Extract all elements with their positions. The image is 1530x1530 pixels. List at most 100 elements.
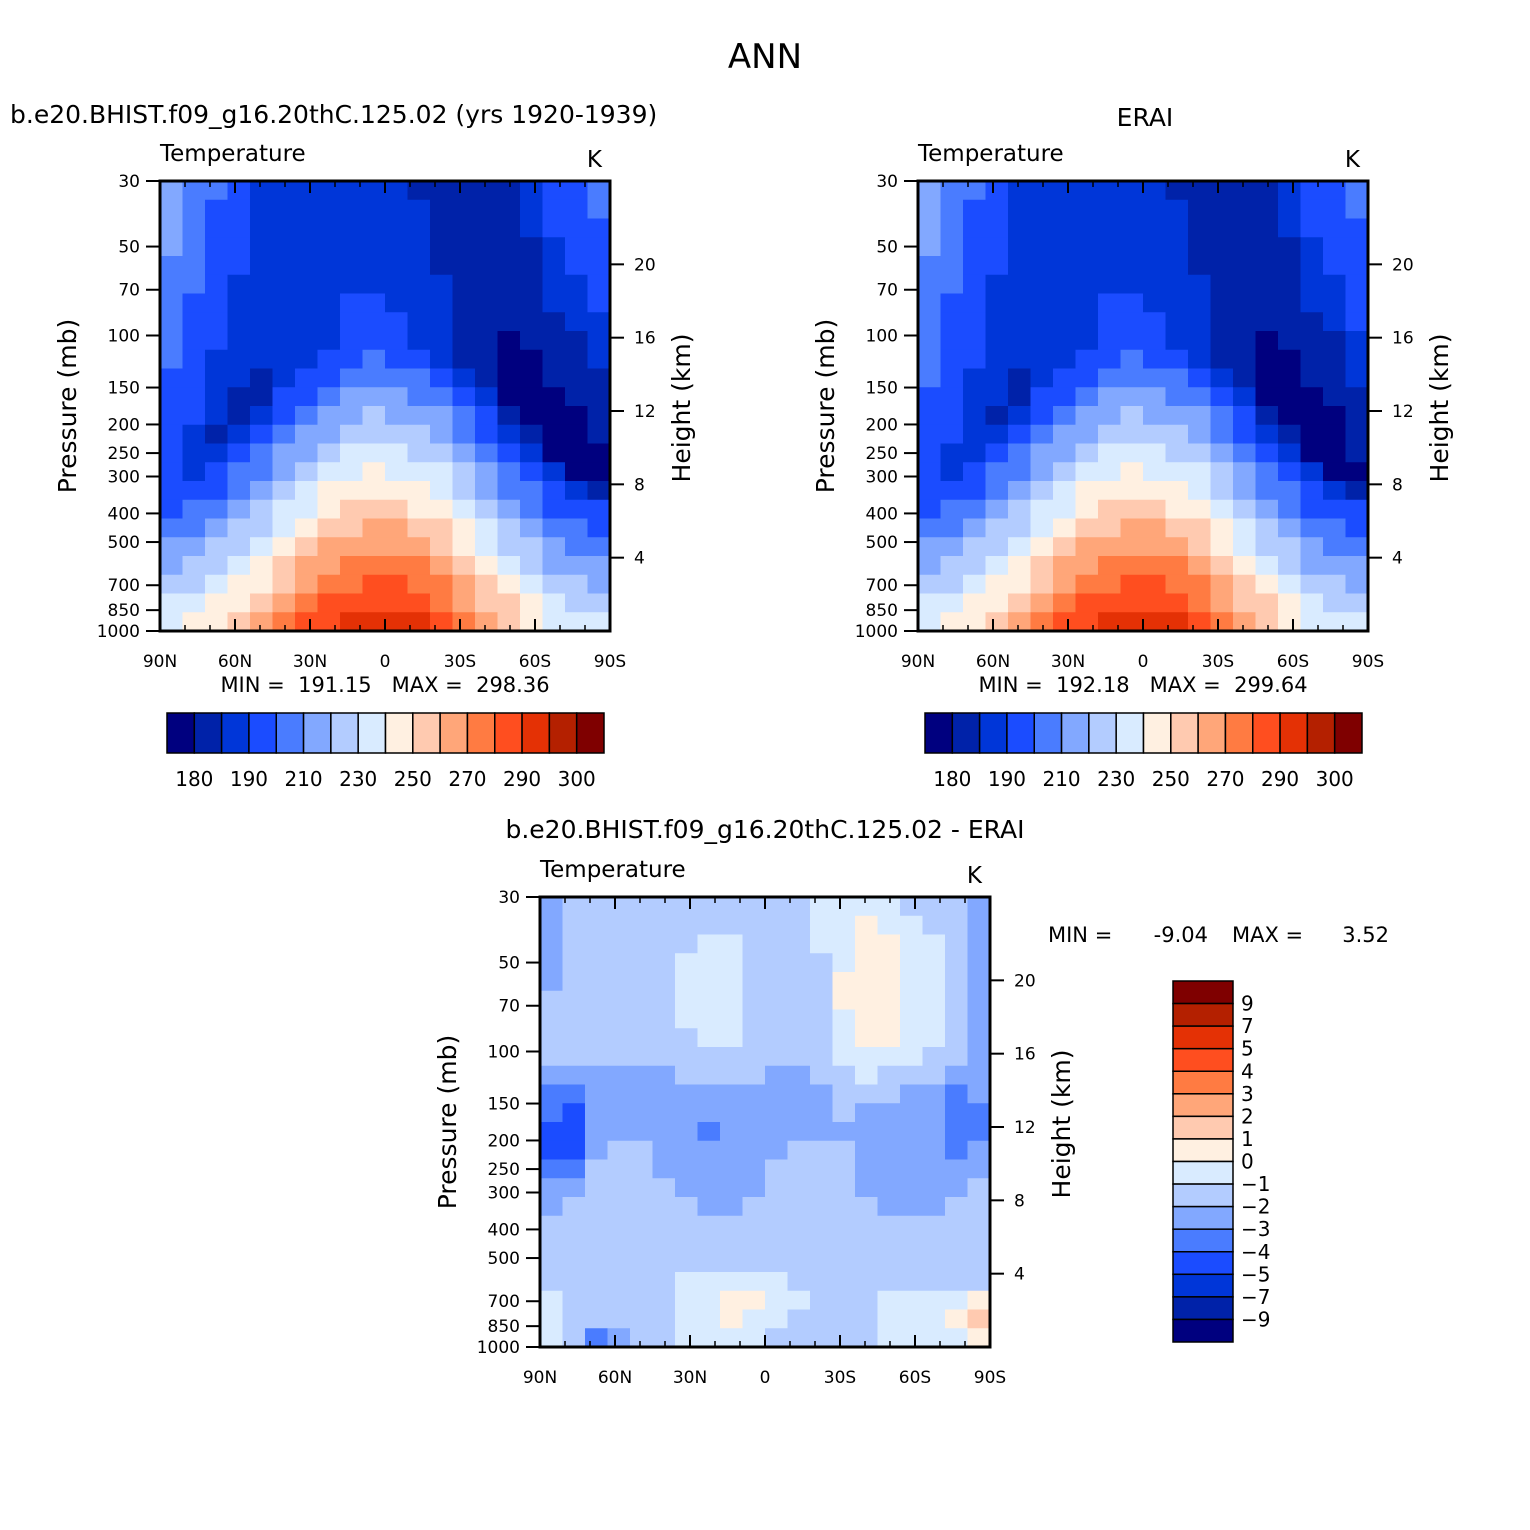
contour-cell [742, 1159, 766, 1179]
y-right-tick-label: 8 [1014, 1191, 1025, 1211]
contour-cell [585, 1215, 609, 1236]
contour-cell [630, 1197, 654, 1217]
contour-cell [585, 1178, 609, 1198]
contour-cell [272, 406, 296, 426]
contour-cell [945, 1234, 969, 1254]
contour-cell [565, 237, 589, 257]
contour-cell [1030, 556, 1054, 576]
contour-cell [565, 593, 589, 613]
contour-cell [540, 1084, 564, 1104]
contour-cell [1098, 556, 1122, 576]
contour-cell [1210, 537, 1234, 557]
contour-cell [540, 1009, 564, 1029]
contour-cell [585, 1028, 609, 1048]
contour-cell [1188, 499, 1212, 520]
contour-cell [1143, 499, 1167, 520]
contour-cell [520, 574, 544, 595]
contour-cell [720, 1065, 744, 1086]
contour-cell [250, 349, 274, 370]
contour-cell [1255, 181, 1279, 201]
contour-cell [963, 387, 987, 407]
contour-cell [1210, 556, 1234, 576]
contour-cell [475, 518, 499, 538]
contour-cell [385, 293, 409, 313]
contour-cell [1278, 462, 1302, 482]
contour-cell [1143, 556, 1167, 576]
contour-cell [630, 1084, 654, 1104]
contour-cell [205, 368, 229, 388]
contour-cell [542, 256, 566, 276]
diff-stats-max-value: 3.52 [1342, 923, 1389, 947]
contour-cell [607, 1234, 631, 1254]
colorbar-box [1224, 712, 1254, 754]
contour-cell [607, 1122, 631, 1142]
contour-cell [407, 256, 431, 276]
contour-cell [1188, 181, 1212, 201]
contour-cell [340, 612, 364, 632]
y-tick-label: 100 [866, 327, 898, 347]
contour-cell [940, 462, 964, 482]
colorbar-box [1279, 712, 1309, 754]
contour-cell [1098, 574, 1122, 595]
contour-cell [855, 897, 879, 917]
contour-cell [1300, 199, 1324, 220]
model-stats: MIN = 191.15 MAX = 298.36 [220, 673, 549, 697]
contour-cell [227, 199, 251, 220]
contour-cell [967, 1159, 991, 1179]
colorbar-label: 3 [1241, 1082, 1254, 1106]
contour-cell [877, 1084, 901, 1104]
contour-cell [295, 199, 319, 220]
contour-cell [1165, 312, 1189, 332]
y-tick-label: 300 [108, 467, 140, 487]
colorbar-box [1033, 712, 1063, 754]
contour-cell [542, 368, 566, 388]
contour-cell [497, 218, 521, 238]
contour-cell [742, 1103, 766, 1123]
contour-cell [430, 199, 454, 220]
contour-cell [963, 349, 987, 370]
contour-cell [340, 312, 364, 332]
contour-cell [1300, 293, 1324, 313]
diff-case-title: b.e20.BHIST.f09_g16.20thC.125.02 - ERAI [505, 815, 1024, 844]
contour-cell [317, 518, 341, 538]
contour-cell [1098, 612, 1122, 632]
contour-cell [967, 1234, 991, 1254]
contour-cell [475, 462, 499, 482]
contour-cell [877, 1065, 901, 1086]
contour-cell [1053, 237, 1077, 257]
y-tick-label: 500 [866, 533, 898, 553]
contour-cell [565, 481, 589, 501]
units-label: K [967, 863, 983, 889]
contour-cell [765, 915, 789, 936]
contour-cell [832, 1328, 856, 1348]
contour-cell [542, 556, 566, 576]
contour-cell [1300, 218, 1324, 238]
contour-cell [832, 1309, 856, 1329]
contour-cell [1053, 406, 1077, 426]
contour-cell [227, 424, 251, 445]
contour-cell [562, 897, 586, 917]
contour-cell [540, 1122, 564, 1142]
colorbar-label: 4 [1241, 1059, 1254, 1083]
contour-cell [562, 1328, 586, 1348]
contour-cell [587, 612, 611, 632]
contour-cell [675, 953, 699, 973]
contour-cell [562, 1197, 586, 1217]
contour-cell [1345, 499, 1369, 520]
contour-cell [985, 349, 1009, 370]
contour-cell [697, 1009, 721, 1029]
contour-cell [317, 593, 341, 613]
contour-cell [362, 574, 386, 595]
contour-cell [205, 331, 229, 351]
contour-cell [562, 972, 586, 992]
contour-cell [1120, 312, 1144, 332]
contour-cell [742, 1084, 766, 1104]
contour-cell [1300, 499, 1324, 520]
contour-cell [607, 1159, 631, 1179]
contour-cell [317, 537, 341, 557]
contour-cell [1075, 218, 1099, 238]
contour-cell [967, 1084, 991, 1104]
contour-cell [720, 1197, 744, 1217]
contour-cell [922, 1272, 946, 1292]
contour-cell [272, 518, 296, 538]
